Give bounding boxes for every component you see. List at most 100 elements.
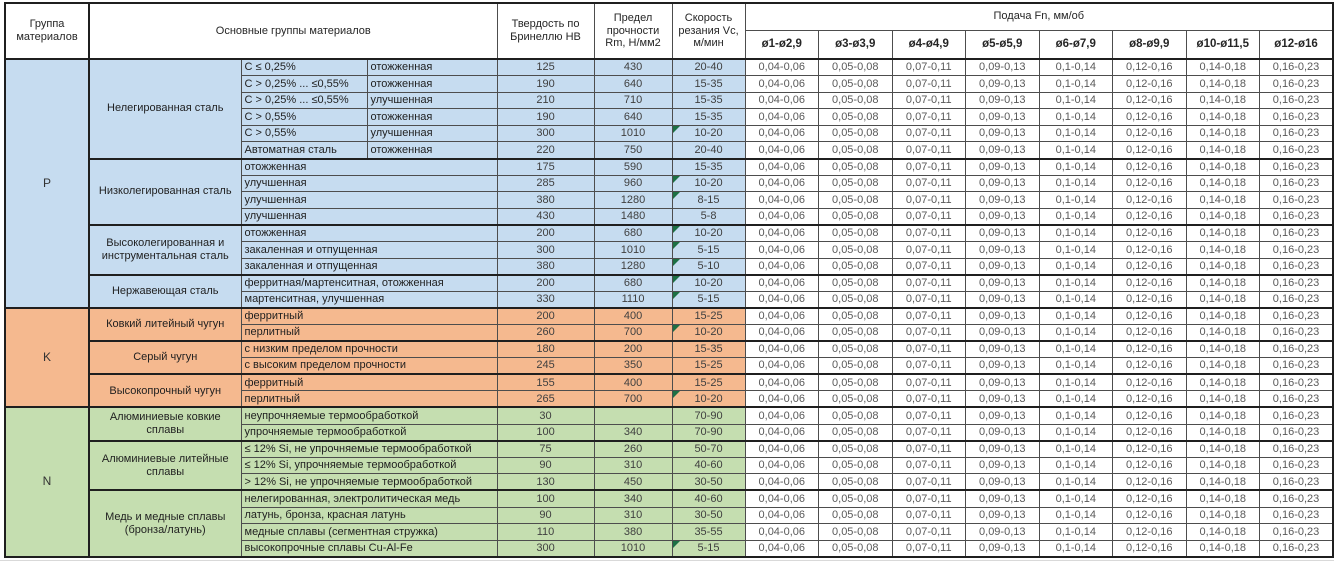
subgroup-name-cell[interactable]: Низколегированная сталь xyxy=(88,157,242,226)
feed-value-cell[interactable]: 0,16-0,23 xyxy=(1259,58,1334,77)
feed-value-cell[interactable]: 0,09-0,13 xyxy=(965,340,1040,359)
feed-value-cell[interactable]: 0,16-0,23 xyxy=(1259,390,1334,408)
feed-value-cell[interactable]: 0,1-0,14 xyxy=(1038,141,1114,160)
feed-value-cell[interactable]: 0,05-0,08 xyxy=(818,390,893,408)
hardness-cell[interactable]: 285 xyxy=(496,174,595,193)
feed-value-cell[interactable]: 0,04-0,06 xyxy=(744,241,820,259)
header-feed-d3[interactable]: ø4-ø4,9 xyxy=(891,29,967,60)
feed-value-cell[interactable]: 0,14-0,18 xyxy=(1185,207,1261,226)
feed-value-cell[interactable]: 0,04-0,06 xyxy=(744,141,820,160)
feed-value-cell[interactable]: 0,09-0,13 xyxy=(965,191,1040,209)
cutting-speed-cell[interactable]: 10-20 xyxy=(671,273,746,292)
feed-value-cell[interactable]: 0,1-0,14 xyxy=(1038,489,1114,508)
cutting-speed-cell[interactable]: 70-90 xyxy=(671,423,746,442)
cutting-speed-cell[interactable]: 40-60 xyxy=(671,456,746,475)
feed-value-cell[interactable]: 0,07-0,11 xyxy=(891,75,967,93)
hardness-cell[interactable]: 300 xyxy=(496,539,595,558)
feed-value-cell[interactable]: 0,14-0,18 xyxy=(1185,75,1261,93)
feed-value-cell[interactable]: 0,12-0,16 xyxy=(1112,324,1187,342)
feed-value-cell[interactable]: 0,05-0,08 xyxy=(818,439,893,458)
feed-value-cell[interactable]: 0,04-0,06 xyxy=(744,489,820,508)
feed-value-cell[interactable]: 0,14-0,18 xyxy=(1185,141,1261,160)
feed-value-cell[interactable]: 0,07-0,11 xyxy=(891,439,967,458)
feed-value-cell[interactable]: 0,09-0,13 xyxy=(965,207,1040,226)
feed-value-cell[interactable]: 0,05-0,08 xyxy=(818,324,893,342)
feed-value-cell[interactable]: 0,09-0,13 xyxy=(965,174,1040,193)
material-desc-cell[interactable]: закаленная и отпущенная xyxy=(240,241,498,259)
feed-value-cell[interactable]: 0,16-0,23 xyxy=(1259,539,1334,558)
feed-value-cell[interactable]: 0,04-0,06 xyxy=(744,373,820,392)
material-desc-cell[interactable]: с высоким пределом прочности xyxy=(240,357,498,375)
feed-value-cell[interactable]: 0,07-0,11 xyxy=(891,390,967,408)
strength-cell[interactable]: 340 xyxy=(593,423,673,442)
feed-value-cell[interactable]: 0,05-0,08 xyxy=(818,539,893,558)
feed-value-cell[interactable]: 0,09-0,13 xyxy=(965,257,1040,276)
strength-cell[interactable]: 640 xyxy=(593,108,673,126)
feed-value-cell[interactable]: 0,14-0,18 xyxy=(1185,241,1261,259)
hardness-cell[interactable]: 300 xyxy=(496,124,595,143)
feed-value-cell[interactable]: 0,07-0,11 xyxy=(891,473,967,491)
strength-cell[interactable]: 260 xyxy=(593,439,673,458)
feed-value-cell[interactable]: 0,1-0,14 xyxy=(1038,124,1114,143)
feed-value-cell[interactable]: 0,09-0,13 xyxy=(965,91,1040,110)
feed-value-cell[interactable]: 0,12-0,16 xyxy=(1112,174,1187,193)
feed-value-cell[interactable]: 0,05-0,08 xyxy=(818,506,893,525)
feed-value-cell[interactable]: 0,07-0,11 xyxy=(891,58,967,77)
material-state-cell[interactable]: улучшенная xyxy=(366,91,498,110)
feed-value-cell[interactable]: 0,05-0,08 xyxy=(818,290,893,309)
feed-value-cell[interactable]: 0,07-0,11 xyxy=(891,373,967,392)
feed-value-cell[interactable]: 0,1-0,14 xyxy=(1038,473,1114,491)
feed-value-cell[interactable]: 0,04-0,06 xyxy=(744,340,820,359)
feed-value-cell[interactable]: 0,09-0,13 xyxy=(965,456,1040,475)
feed-value-cell[interactable]: 0,07-0,11 xyxy=(891,456,967,475)
feed-value-cell[interactable]: 0,04-0,06 xyxy=(744,191,820,209)
feed-value-cell[interactable]: 0,07-0,11 xyxy=(891,506,967,525)
hardness-cell[interactable]: 100 xyxy=(496,423,595,442)
hardness-cell[interactable]: 245 xyxy=(496,357,595,375)
hardness-cell[interactable]: 300 xyxy=(496,241,595,259)
feed-value-cell[interactable]: 0,09-0,13 xyxy=(965,141,1040,160)
hardness-cell[interactable]: 30 xyxy=(496,406,595,425)
feed-value-cell[interactable]: 0,09-0,13 xyxy=(965,473,1040,491)
cutting-speed-cell[interactable]: 10-20 xyxy=(671,174,746,193)
hardness-cell[interactable]: 175 xyxy=(496,157,595,176)
feed-value-cell[interactable]: 0,12-0,16 xyxy=(1112,241,1187,259)
feed-value-cell[interactable]: 0,1-0,14 xyxy=(1038,373,1114,392)
feed-value-cell[interactable]: 0,16-0,23 xyxy=(1259,273,1334,292)
hardness-cell[interactable]: 330 xyxy=(496,290,595,309)
feed-value-cell[interactable]: 0,07-0,11 xyxy=(891,191,967,209)
feed-value-cell[interactable]: 0,12-0,16 xyxy=(1112,340,1187,359)
cutting-speed-cell[interactable]: 10-20 xyxy=(671,124,746,143)
feed-value-cell[interactable]: 0,09-0,13 xyxy=(965,390,1040,408)
subgroup-name-cell[interactable]: Высоколегированная и инструментальная ст… xyxy=(88,223,242,276)
feed-value-cell[interactable]: 0,04-0,06 xyxy=(744,223,820,243)
feed-value-cell[interactable]: 0,1-0,14 xyxy=(1038,423,1114,442)
feed-value-cell[interactable]: 0,12-0,16 xyxy=(1112,506,1187,525)
feed-value-cell[interactable]: 0,12-0,16 xyxy=(1112,207,1187,226)
header-strength[interactable]: Предел прочности Rm, Н/мм2 xyxy=(593,2,673,60)
material-desc-cell[interactable]: улучшенная xyxy=(240,174,498,193)
group-code-cell[interactable]: K xyxy=(4,306,90,408)
feed-value-cell[interactable]: 0,1-0,14 xyxy=(1038,539,1114,558)
feed-value-cell[interactable]: 0,05-0,08 xyxy=(818,373,893,392)
feed-value-cell[interactable]: 0,12-0,16 xyxy=(1112,157,1187,176)
feed-value-cell[interactable]: 0,16-0,23 xyxy=(1259,306,1334,325)
header-feed-d8[interactable]: ø12-ø16 xyxy=(1259,29,1334,60)
strength-cell[interactable]: 680 xyxy=(593,273,673,292)
feed-value-cell[interactable]: 0,14-0,18 xyxy=(1185,489,1261,508)
feed-value-cell[interactable]: 0,12-0,16 xyxy=(1112,108,1187,126)
feed-value-cell[interactable]: 0,16-0,23 xyxy=(1259,357,1334,375)
strength-cell[interactable]: 960 xyxy=(593,174,673,193)
feed-value-cell[interactable]: 0,05-0,08 xyxy=(818,157,893,176)
feed-value-cell[interactable]: 0,12-0,16 xyxy=(1112,373,1187,392)
subgroup-name-cell[interactable]: Алюминиевые ковкие сплавы xyxy=(88,406,242,442)
feed-value-cell[interactable]: 0,1-0,14 xyxy=(1038,340,1114,359)
feed-value-cell[interactable]: 0,05-0,08 xyxy=(818,357,893,375)
header-feed-title[interactable]: Подача Fn, мм/об xyxy=(744,2,1334,31)
cutting-speed-cell[interactable]: 35-55 xyxy=(671,523,746,541)
feed-value-cell[interactable]: 0,05-0,08 xyxy=(818,223,893,243)
feed-value-cell[interactable]: 0,12-0,16 xyxy=(1112,75,1187,93)
feed-value-cell[interactable]: 0,05-0,08 xyxy=(818,124,893,143)
feed-value-cell[interactable]: 0,1-0,14 xyxy=(1038,390,1114,408)
material-state-cell[interactable]: отожженная xyxy=(366,75,498,93)
